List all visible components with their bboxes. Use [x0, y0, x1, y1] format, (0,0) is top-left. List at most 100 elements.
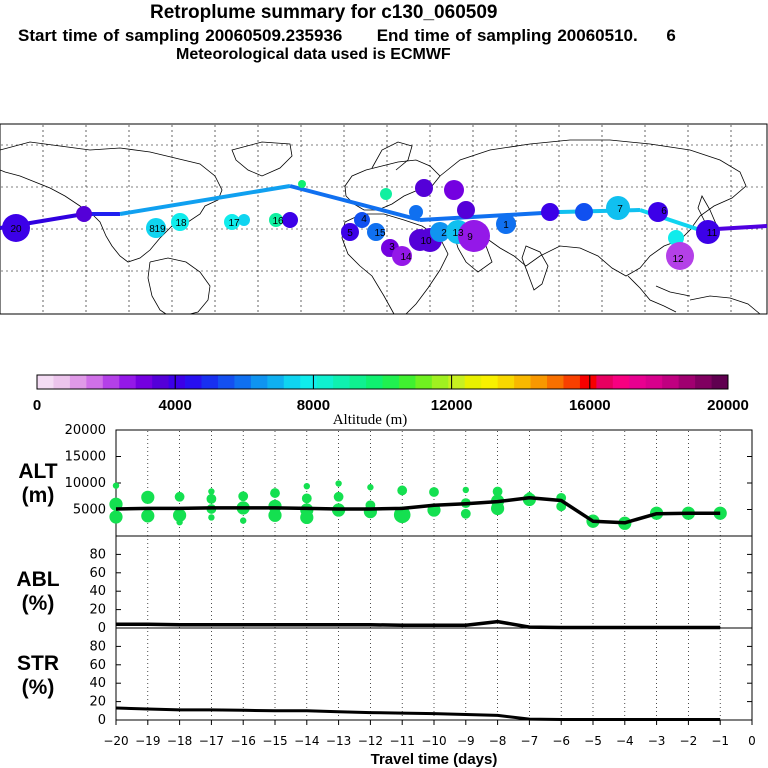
y-tick-label: 40 [89, 584, 106, 599]
abl-line [116, 619, 721, 630]
x-tick-label: −18 [167, 734, 192, 748]
plume-day-label: 9 [467, 232, 473, 243]
plume-circle [146, 218, 166, 238]
plume-day-label: 8 [149, 224, 155, 235]
plume-circles: 20 19 18 17 16 15 14 13 12 11 10 9 8 7 6 54 3 2 1 [2, 179, 720, 270]
plume-day-label: 12 [672, 254, 684, 265]
alt-cluster-point [333, 491, 344, 502]
alt-cluster-point [713, 506, 727, 520]
x-tick-label: −19 [135, 734, 160, 748]
alt-cluster-point [141, 490, 155, 504]
colorbar-cell [629, 375, 647, 389]
y-tick-label: 15000 [65, 450, 106, 465]
colorbar-cell [86, 375, 104, 389]
start-label: Start time of sampling [18, 26, 200, 45]
alt-cluster-point [301, 493, 312, 504]
colorbar-cell [333, 375, 350, 389]
alt-cluster-point [335, 480, 342, 487]
plume-circle [415, 179, 433, 197]
x-axis: −20 −19 −18 −17 −16 −15 −14 −13 −12 −11 −10 −9 −8 −7−… [103, 720, 756, 748]
plume-circle [341, 223, 359, 241]
str-line [115, 706, 721, 721]
alt-cluster-point [268, 508, 282, 522]
plume-day-label: 6 [661, 206, 667, 217]
colorbar-cell [547, 375, 564, 389]
plume-circle [238, 214, 250, 226]
y-tick-label: 10000 [65, 476, 106, 491]
plume-day-label: 13 [452, 228, 464, 239]
y-tick-label: 60 [89, 658, 106, 673]
x-tick-label: −17 [199, 734, 224, 748]
y-axes: 5000 10000 15000 20000 0 20 40 60 80 0 20 40 60 80 [65, 423, 752, 728]
y-tick-label: 0 [98, 713, 106, 728]
greenland-outline [231, 141, 293, 177]
colorbar-cell [415, 375, 433, 389]
end-value: 20060510. [557, 26, 638, 45]
alt-cluster-point [460, 508, 471, 519]
y-tick-label: 0 [98, 621, 106, 636]
world-map: 20 19 18 17 16 15 14 13 12 11 10 9 8 7 6 54 3 2 1 [0, 123, 768, 315]
colorbar-tick-label: 12000 [431, 397, 473, 414]
colorbar-cell [612, 375, 630, 389]
plume-circle [380, 188, 392, 200]
alt-cluster-point [206, 494, 217, 504]
alt-cluster-point [492, 486, 503, 497]
north-america-outline [0, 141, 223, 263]
colorbar-cell [316, 375, 334, 389]
colorbar-cell [234, 375, 252, 389]
colorbar-cell [514, 375, 531, 389]
x-tick-label: −11 [390, 734, 415, 748]
alt-cluster-point [238, 491, 249, 502]
plume-circle [269, 213, 283, 227]
plume-circle [457, 201, 475, 219]
plume-day-label: 4 [361, 214, 367, 225]
plume-circle [606, 196, 630, 220]
alt-cluster-point [240, 517, 247, 524]
plume-day-label: 15 [374, 228, 386, 239]
plume-day-label: 2 [441, 228, 447, 239]
colorbar-cell [448, 375, 466, 389]
colorbar-cell [349, 375, 367, 389]
plume-circle [298, 180, 306, 188]
colorbar-cell [300, 375, 318, 389]
colorbar-cell [250, 375, 268, 389]
colorbar-cell [645, 375, 663, 389]
x-tick-label: −15 [262, 734, 287, 748]
vertical-gridlines [147, 431, 721, 719]
colorbar-cell [69, 375, 87, 389]
plume-day-label: 19 [154, 224, 166, 235]
plume-track-segment [119, 184, 291, 216]
colorbar-tick-label: 8000 [297, 397, 330, 414]
alt-cluster-point [429, 487, 439, 497]
colorbar-cell [267, 375, 285, 389]
continent-outlines [0, 139, 761, 315]
chart-title: Retroplume summary for c130_060509 [150, 2, 498, 23]
alt-cluster-point [300, 510, 314, 525]
x-tick-label: −6 [552, 734, 570, 748]
colorbar-cell [201, 375, 219, 389]
alt-cluster-point [363, 505, 377, 519]
plume-day-label: 14 [400, 252, 412, 263]
plume-circle [392, 246, 412, 266]
alt-cluster-point [174, 491, 185, 502]
plume-day-label: 16 [272, 216, 284, 227]
abl-panel-name: ABL [16, 568, 59, 591]
alt-cluster-point [303, 482, 310, 490]
colorbar-tick-label: 20000 [707, 397, 749, 414]
plume-circle [354, 212, 370, 228]
plume-day-label: 1 [503, 220, 509, 231]
colorbar-label: Altitude (m) [333, 412, 408, 428]
colorbar-cell [152, 375, 170, 389]
map-frame [0, 123, 768, 315]
alt-cluster-point [208, 488, 215, 495]
x-tick-label: −12 [358, 734, 383, 748]
south-america-outline [147, 257, 211, 315]
colorbar-tick-label: 4000 [159, 397, 192, 414]
plume-circle [224, 214, 240, 230]
colorbar-cell [53, 375, 71, 389]
x-tick-label: −10 [421, 734, 446, 748]
alt-cluster-point [173, 508, 187, 522]
plume-day-label: 10 [420, 236, 432, 247]
plume-day-label: 20 [10, 224, 22, 235]
